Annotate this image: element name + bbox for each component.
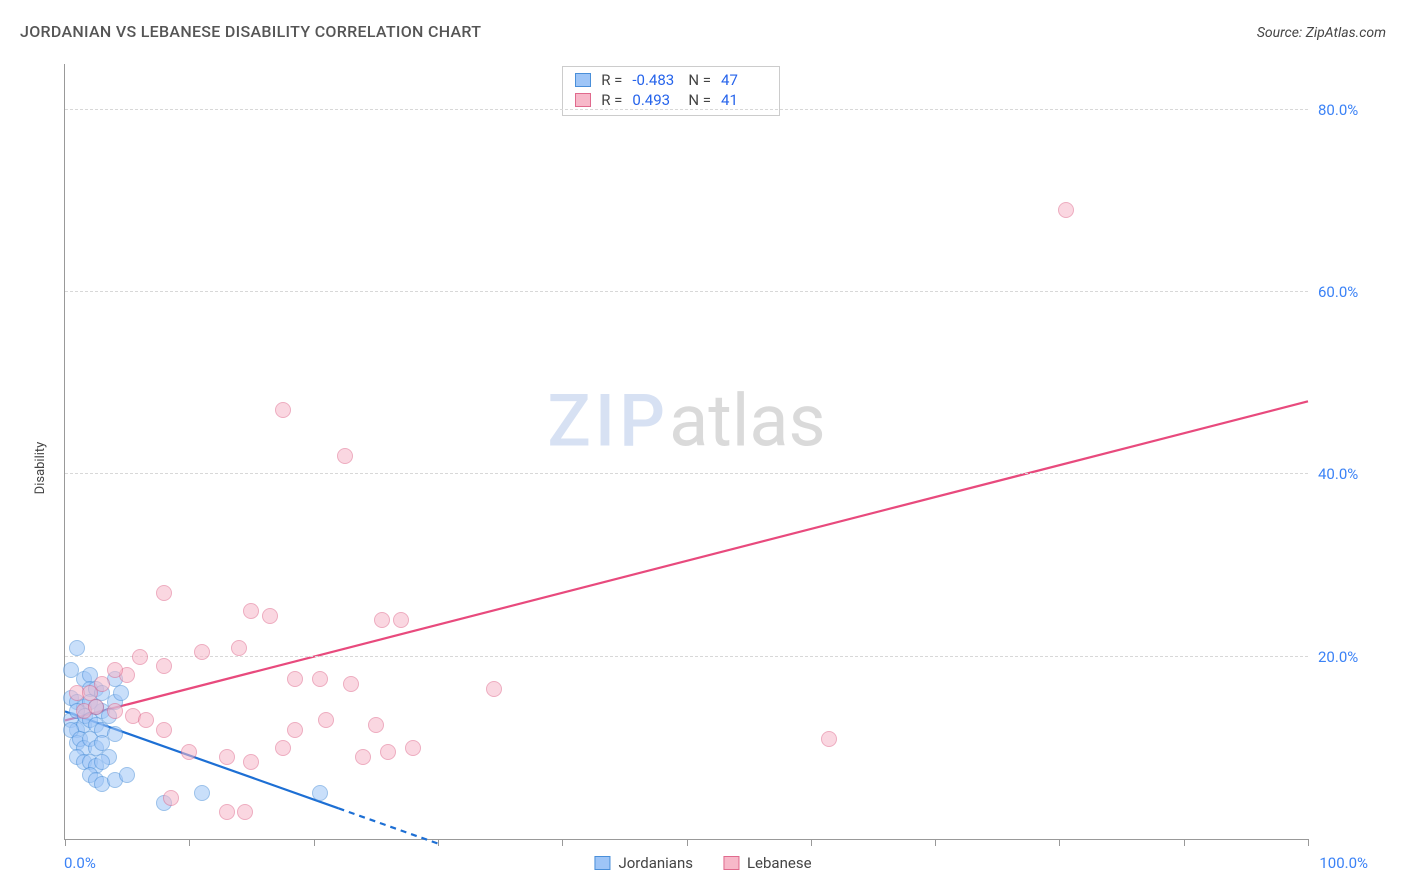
stats-n-value-1: 47	[721, 71, 767, 89]
legend: Jordanians Lebanese	[594, 854, 811, 872]
source-attribution: Source: ZipAtlas.com	[1257, 25, 1386, 41]
stats-r-label-2: R =	[601, 91, 622, 109]
legend-swatch-jordanians	[594, 856, 610, 870]
legend-item-lebanese: Lebanese	[723, 854, 812, 872]
gridline-h	[65, 656, 1308, 657]
x-tick	[562, 839, 563, 846]
scatter-point	[107, 703, 123, 719]
stats-n-label-1: N =	[688, 71, 711, 89]
scatter-point	[243, 603, 259, 619]
stats-n-label-2: N =	[688, 91, 711, 109]
scatter-point	[243, 754, 259, 770]
scatter-point	[287, 671, 303, 687]
x-axis-max-label: 100.0%	[1319, 854, 1368, 872]
scatter-point	[318, 712, 334, 728]
y-tick-label: 60.0%	[1318, 283, 1378, 301]
chart-title: JORDANIAN VS LEBANESE DISABILITY CORRELA…	[20, 22, 481, 41]
scatter-point	[237, 804, 253, 820]
scatter-point	[181, 744, 197, 760]
scatter-point	[337, 448, 353, 464]
gridline-h	[65, 109, 1308, 110]
scatter-point	[312, 671, 328, 687]
scatter-point	[405, 740, 421, 756]
scatter-point	[275, 402, 291, 418]
y-axis-label: Disability	[33, 442, 48, 495]
scatter-point	[156, 585, 172, 601]
y-tick-label: 40.0%	[1318, 465, 1378, 483]
scatter-point	[119, 767, 135, 783]
scatter-point	[1058, 202, 1074, 218]
y-tick-label: 20.0%	[1318, 648, 1378, 666]
chart-container: Disability ZIPatlas R = -0.483 N = 47 R …	[20, 56, 1386, 880]
scatter-point	[194, 644, 210, 660]
scatter-point	[94, 754, 110, 770]
scatter-point	[132, 649, 148, 665]
scatter-point	[219, 804, 235, 820]
gridline-h	[65, 291, 1308, 292]
trendlines-svg	[65, 64, 1308, 839]
gridline-h	[65, 473, 1308, 474]
scatter-point	[69, 640, 85, 656]
scatter-point	[355, 749, 371, 765]
x-tick	[687, 839, 688, 846]
scatter-point	[107, 726, 123, 742]
plot-area: ZIPatlas R = -0.483 N = 47 R = 0.493 N =…	[64, 64, 1308, 840]
scatter-point	[88, 699, 104, 715]
x-tick	[438, 839, 439, 846]
scatter-point	[275, 740, 291, 756]
y-tick-label: 80.0%	[1318, 101, 1378, 119]
legend-label-lebanese: Lebanese	[747, 854, 812, 872]
x-tick	[811, 839, 812, 846]
scatter-point	[393, 612, 409, 628]
scatter-point	[374, 612, 390, 628]
x-tick	[1308, 839, 1309, 846]
scatter-point	[156, 722, 172, 738]
legend-label-jordanians: Jordanians	[618, 854, 693, 872]
stats-r-label-1: R =	[601, 71, 622, 89]
scatter-point	[287, 722, 303, 738]
stats-swatch-jordanians	[575, 73, 591, 87]
scatter-point	[194, 785, 210, 801]
x-tick	[935, 839, 936, 846]
legend-item-jordanians: Jordanians	[594, 854, 693, 872]
x-tick	[314, 839, 315, 846]
stats-r-value-1: -0.483	[632, 71, 678, 89]
scatter-point	[343, 676, 359, 692]
legend-swatch-lebanese	[723, 856, 739, 870]
scatter-point	[368, 717, 384, 733]
scatter-point	[113, 685, 129, 701]
scatter-point	[156, 658, 172, 674]
stats-r-value-2: 0.493	[632, 91, 678, 109]
x-tick	[1059, 839, 1060, 846]
stats-swatch-lebanese	[575, 93, 591, 107]
x-tick	[65, 839, 66, 846]
scatter-point	[138, 712, 154, 728]
scatter-point	[262, 608, 278, 624]
scatter-point	[163, 790, 179, 806]
x-tick	[189, 839, 190, 846]
stats-n-value-2: 41	[721, 91, 767, 109]
scatter-point	[219, 749, 235, 765]
scatter-point	[486, 681, 502, 697]
x-tick	[1184, 839, 1185, 846]
scatter-point	[380, 744, 396, 760]
scatter-point	[107, 662, 123, 678]
scatter-point	[821, 731, 837, 747]
scatter-point	[312, 785, 328, 801]
scatter-point	[231, 640, 247, 656]
x-axis-min-label: 0.0%	[64, 854, 96, 872]
